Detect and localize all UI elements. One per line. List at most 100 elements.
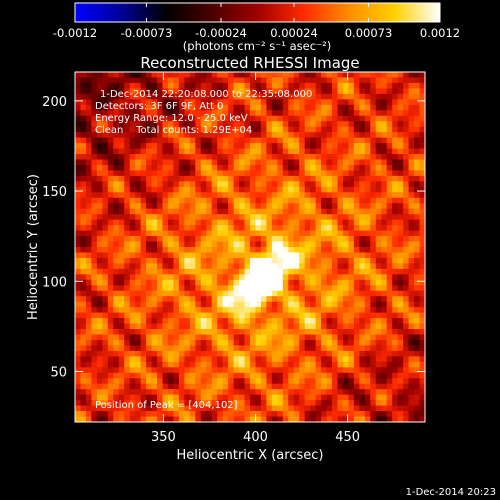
heatmap-cell (124, 192, 131, 199)
heatmap-cell (140, 230, 147, 237)
heatmap-cell (162, 339, 169, 347)
heatmap-cell (184, 345, 191, 352)
heatmap-cell (135, 307, 142, 314)
heatmap-cell (239, 394, 246, 401)
heatmap-cell (75, 241, 82, 248)
heatmap-cell (228, 121, 235, 128)
heatmap-cell (397, 121, 404, 128)
heatmap-cell (173, 339, 180, 347)
heatmap-cell (222, 247, 229, 254)
heatmap-cell (217, 274, 224, 281)
heatmap-cell (332, 219, 339, 226)
heatmap-cell (162, 405, 169, 412)
heatmap-cell (85, 236, 93, 243)
heatmap-cell (408, 175, 415, 182)
heatmap-cell (277, 383, 284, 390)
heatmap-cell (233, 137, 240, 144)
heatmap-cell (326, 170, 333, 177)
heatmap-cell (282, 389, 289, 396)
heatmap-cell (162, 110, 169, 117)
heatmap-cell (414, 285, 421, 292)
heatmap-cell (260, 301, 268, 308)
heatmap-cell (157, 99, 164, 106)
heatmap-cell (332, 416, 339, 422)
heatmap-cell (353, 110, 360, 117)
heatmap-cell (239, 230, 246, 237)
heatmap-cell (102, 110, 109, 117)
heatmap-cell (195, 301, 202, 308)
heatmap-cell (195, 274, 202, 281)
heatmap-cell (200, 219, 207, 226)
heatmap-cell (353, 186, 360, 193)
heatmap-cell (271, 170, 278, 177)
heatmap-cell (151, 137, 158, 144)
heatmap-cell (124, 263, 131, 270)
heatmap-cell (206, 318, 213, 325)
heatmap-cell (189, 247, 196, 254)
heatmap-cell (189, 416, 196, 422)
heatmap-cell (342, 143, 350, 150)
heatmap-cell (146, 72, 153, 79)
heatmap-cell (239, 154, 246, 161)
heatmap-cell (189, 318, 196, 325)
heatmap-cell (135, 154, 142, 161)
heatmap-cell (414, 192, 421, 199)
heatmap-cell (397, 219, 404, 226)
heatmap-cell (124, 394, 131, 401)
heatmap-cell (266, 164, 273, 172)
heatmap-cell (288, 99, 295, 106)
heatmap-cell (211, 126, 218, 133)
heatmap-cell (217, 378, 224, 385)
heatmap-cell (157, 257, 164, 265)
heatmap-cell (233, 389, 240, 396)
heatmap-cell (217, 411, 224, 418)
heatmap-cell (118, 104, 125, 111)
heatmap-cell (419, 241, 425, 248)
heatmap-cell (124, 252, 131, 259)
heatmap-cell (392, 154, 399, 161)
heatmap-cell (370, 104, 377, 111)
heatmap-cell (282, 247, 289, 254)
heatmap-cell (206, 383, 213, 390)
heatmap-cell (332, 247, 339, 254)
heatmap-cell (381, 82, 388, 90)
heatmap-cell (102, 137, 109, 144)
heatmap-cell (299, 132, 306, 139)
heatmap-cell (332, 170, 339, 177)
heatmap-cell (419, 219, 425, 226)
heatmap-cell (135, 72, 142, 79)
heatmap-cell (332, 110, 339, 117)
heatmap-cell (135, 236, 142, 243)
heatmap-cell (85, 268, 93, 275)
heatmap-cell (211, 121, 218, 128)
heatmap-cell (397, 225, 404, 232)
heatmap-cell (118, 350, 125, 357)
heatmap-cell (299, 148, 306, 155)
heatmap-cell (151, 132, 158, 139)
heatmap-cell (293, 307, 300, 314)
heatmap-cell (80, 159, 87, 166)
heatmap-cell (157, 77, 164, 84)
heatmap-cell (167, 356, 175, 363)
heatmap-cell (260, 312, 268, 319)
heatmap-cell (167, 192, 175, 199)
heatmap-cell (381, 356, 388, 363)
heatmap-cell (353, 405, 360, 412)
heatmap-cell (299, 339, 306, 347)
heatmap-cell (250, 143, 257, 150)
heatmap-cell (342, 93, 350, 100)
heatmap-cell (135, 285, 142, 292)
heatmap-cell (211, 154, 218, 161)
heatmap-cell (332, 312, 339, 319)
heatmap-cell (326, 252, 333, 259)
heatmap-cell (222, 400, 229, 407)
heatmap-cell (228, 170, 235, 177)
heatmap-cell (277, 175, 284, 182)
heatmap-cell (178, 383, 185, 390)
heatmap-cell (167, 208, 175, 215)
heatmap-cell (271, 148, 278, 155)
heatmap-cell (381, 279, 388, 286)
heatmap-cell (129, 323, 136, 330)
heatmap-cell (178, 257, 185, 265)
heatmap-cell (233, 312, 240, 319)
